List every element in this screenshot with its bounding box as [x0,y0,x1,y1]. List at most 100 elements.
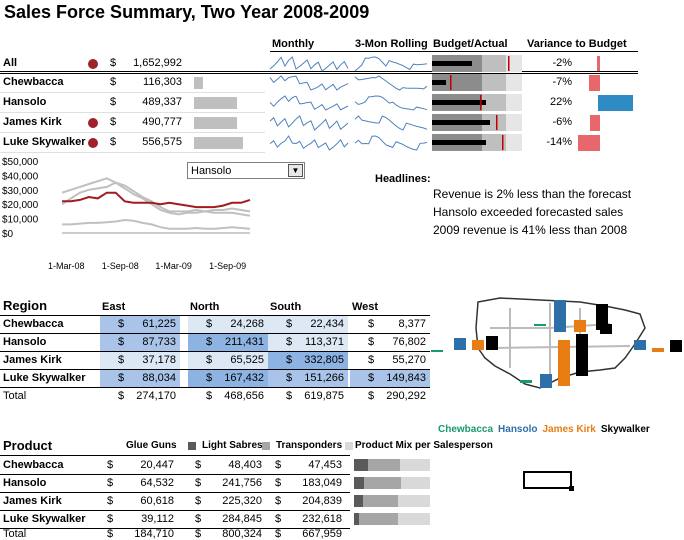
product-currency: $ [275,495,282,507]
variance-bar [597,56,600,72]
region-value: 61,225 [142,318,176,330]
region-label: Region [3,298,48,313]
product-row-name[interactable]: Hansolo [3,477,47,489]
x-tick-label: 1-Mar-08 [48,261,85,271]
region-column-header: West [352,301,379,313]
summary-value: 489,337 [142,96,182,108]
region-currency: $ [118,372,125,384]
rolling-header: 3-Mon Rolling [355,38,428,50]
region-currency: $ [118,390,125,402]
chevron-down-icon[interactable]: ▼ [288,164,303,177]
product-value: 204,839 [302,495,342,507]
region-currency: $ [206,318,213,330]
legend-swatch [262,442,270,450]
region-cell [350,352,430,369]
product-row-name[interactable]: Luke Skywalker [3,513,86,525]
selected-cell[interactable] [523,471,572,489]
region-currency: $ [286,372,293,384]
product-column-header: Light Sabres [202,440,263,451]
region-cell [188,316,268,333]
share-bar [194,137,243,149]
product-top-rule [0,455,350,456]
map-bar [534,324,546,326]
mix-segment [363,495,398,507]
region-cell [100,316,180,333]
mix-segment [364,477,401,489]
region-currency: $ [118,354,125,366]
product-total-value: 184,710 [134,528,174,540]
legend-swatch [345,442,353,450]
region-currency: $ [286,390,293,402]
variance-header: Variance to Budget [527,38,627,50]
region-currency: $ [368,390,375,402]
y-tick-label: $20,000 [2,200,39,211]
product-currency: $ [275,477,282,489]
region-top-rule [0,315,430,316]
map-bar [558,340,570,386]
status-dot-icon [88,138,98,148]
variance-value: -2% [552,57,572,69]
summary-name[interactable]: Luke Skywalker [3,136,86,148]
product-currency: $ [195,477,202,489]
region-cell [188,334,268,351]
sparklines [269,55,522,151]
sales-line-chart: $50,000 $40,000 $30,000 $20,000 $10,000 $0 1-M… [2,157,251,271]
salesperson-dropdown[interactable]: Hansolo ▼ [187,162,305,179]
product-value: 241,756 [222,477,262,489]
region-row-name[interactable]: Luke Skywalker [3,372,86,384]
region-row-name[interactable]: James Kirk [3,354,62,366]
summary-name[interactable]: Chewbacca [3,76,64,88]
map-bar [652,348,664,352]
region-value: 88,034 [142,372,176,384]
product-value: 60,618 [140,495,174,507]
region-row-name[interactable]: Chewbacca [3,318,64,330]
region-value: 167,432 [224,372,264,384]
summary-name[interactable]: All [3,57,18,69]
summary-currency: $ [110,136,117,148]
region-currency: $ [118,336,125,348]
region-value: 113,371 [305,336,344,348]
share-bar [194,117,237,129]
headline-2: Hansolo exceeded forecasted sales [433,205,624,219]
region-total-label: Total [3,390,27,402]
region-value: 76,802 [392,336,426,348]
map-bar [600,324,612,334]
summary-currency: $ [110,76,117,88]
mix-segment [398,513,430,525]
product-currency: $ [107,477,114,489]
map-bar [540,374,552,388]
map-bar [670,340,682,352]
product-row-name[interactable]: Chewbacca [3,459,64,471]
series-line [62,191,251,209]
x-tick-label: 1-Sep-09 [209,261,246,271]
product-total-value: 800,324 [222,528,262,540]
region-row-name[interactable]: Hansolo [3,336,47,348]
y-tick-label: $50,000 [2,157,39,168]
region-currency: $ [286,336,293,348]
region-currency: $ [286,318,293,330]
product-total-label: Total [3,528,27,540]
region-cell [350,334,430,351]
summary-value: 1,652,992 [133,57,182,69]
region-value: 87,733 [142,336,176,348]
product-row-name[interactable]: James Kirk [3,495,62,507]
series-line [62,218,251,230]
product-currency: $ [107,528,114,540]
summary-name[interactable]: James Kirk [3,116,62,128]
fill-handle[interactable] [569,486,574,491]
product-value: 183,049 [302,477,342,489]
legend-swatch [188,442,196,450]
mix-segment [354,495,363,507]
region-currency: $ [368,318,375,330]
summary-currency: $ [110,96,117,108]
y-tick-label: $40,000 [2,171,39,182]
y-tick-label: $30,000 [2,186,39,197]
summary-name[interactable]: Hansolo [3,96,47,108]
map-bar [486,336,498,350]
product-column-header: Transponders [276,440,343,451]
region-column-header: East [102,301,126,313]
region-value: 151,266 [304,372,344,384]
summary-value: 556,575 [142,136,182,148]
product-currency: $ [275,528,282,540]
variance-value: -14% [546,136,572,148]
